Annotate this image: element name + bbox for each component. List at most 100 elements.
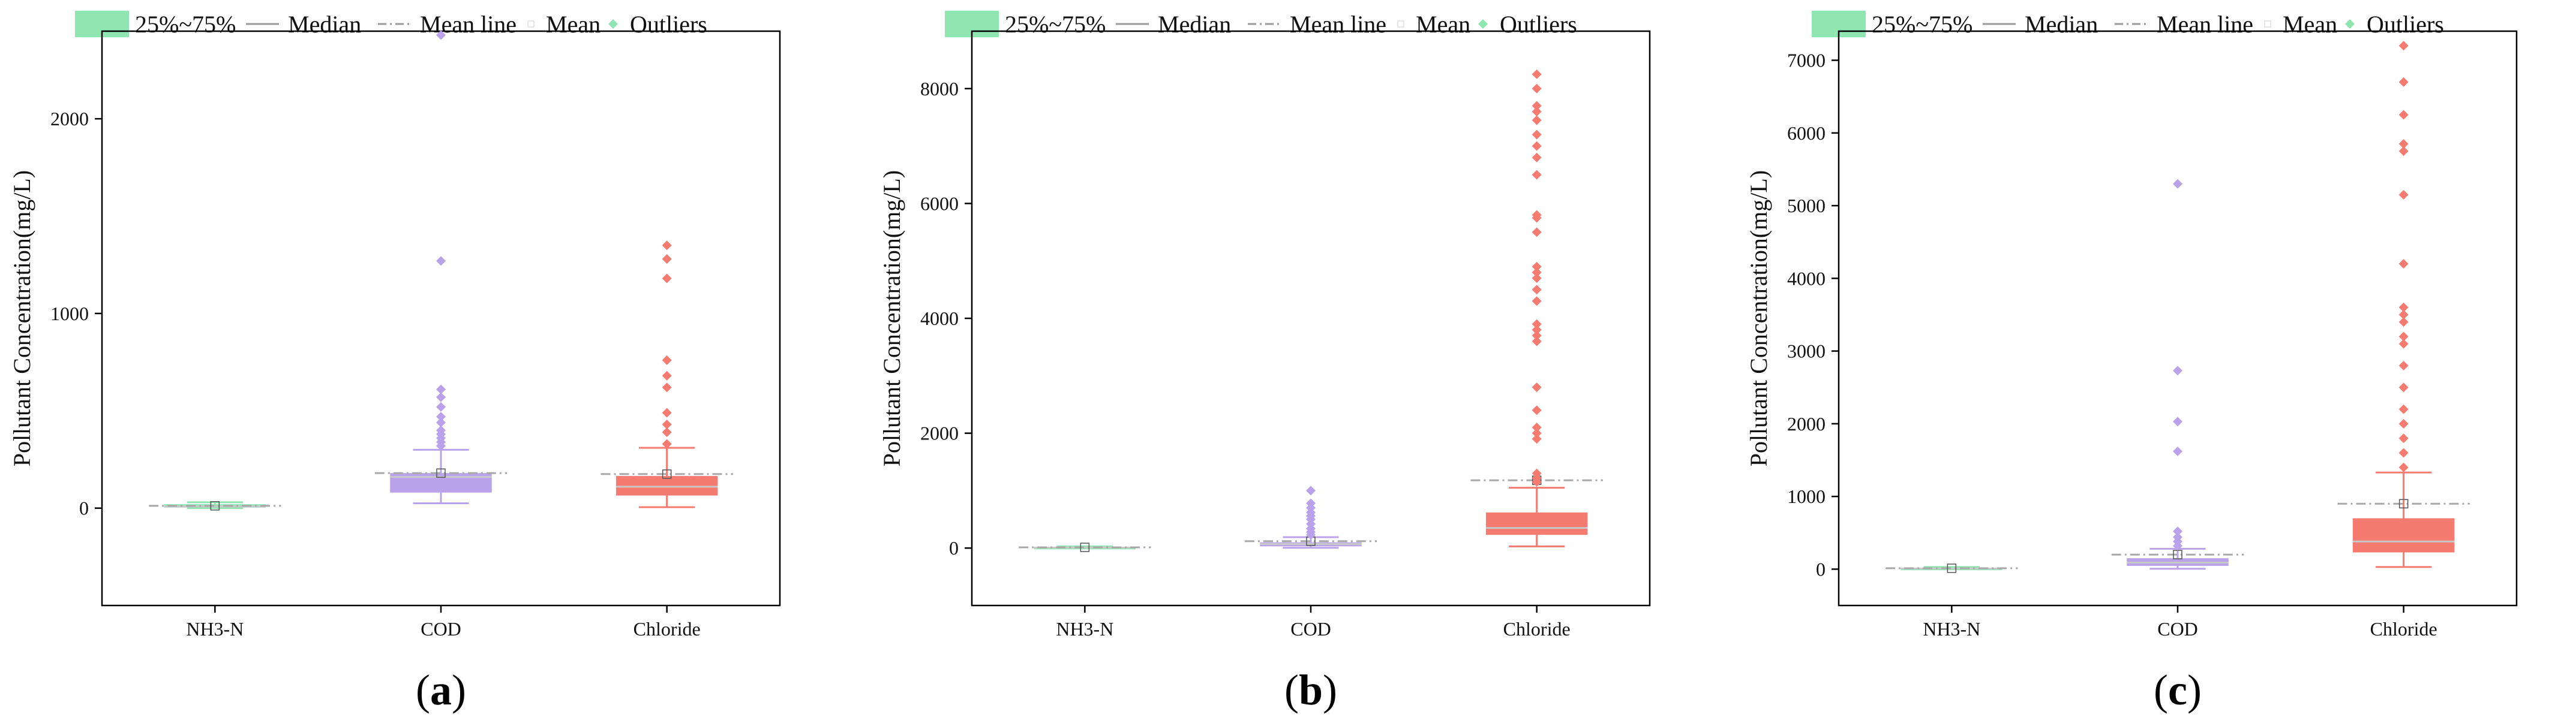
outlier-point xyxy=(1306,498,1316,508)
legend-meanline-label: Mean line xyxy=(1290,11,1386,38)
outlier-point xyxy=(436,417,446,427)
outlier-point xyxy=(2398,189,2409,200)
outlier-point xyxy=(2173,526,2182,537)
box-group-nh3n xyxy=(1886,564,2018,573)
outlier-point xyxy=(1532,141,1542,151)
chart-panel-b: 25%~75% Median Mean line Mean Outliers 0 2000 4… xyxy=(878,11,1651,714)
y-tick-label: 0 xyxy=(1816,558,1826,580)
mean-marker xyxy=(2398,499,2409,508)
caption-open: ( xyxy=(416,666,430,714)
x-tick-label: NH3-N xyxy=(186,618,244,640)
outlier-point xyxy=(2398,77,2409,87)
outlier-point xyxy=(2398,433,2409,444)
y-tick-label: 2000 xyxy=(920,423,959,444)
y-axis-label: Pollutant Concentration(mg/L) xyxy=(8,170,35,466)
outlier-point xyxy=(2398,448,2409,458)
iqr-box xyxy=(1485,512,1588,535)
box-group-chloride xyxy=(1470,69,1603,547)
outlier-point xyxy=(1532,434,1542,444)
y-tick-label: 4000 xyxy=(1787,267,1826,289)
legend-median-label: Median xyxy=(1158,11,1231,38)
legend-outlier-swatch xyxy=(2345,19,2355,29)
x-tick-label: Chloride xyxy=(634,618,701,640)
outlier-point xyxy=(1532,423,1542,433)
x-axis: NH3-N COD Chloride xyxy=(1056,605,1571,640)
outlier-point xyxy=(2398,418,2409,429)
box-group-chloride xyxy=(601,240,733,508)
x-axis: NH3-N COD Chloride xyxy=(186,605,701,640)
mean-marker xyxy=(1080,543,1090,552)
legend-mean-label: Mean xyxy=(2283,11,2337,38)
y-tick-label: 4000 xyxy=(920,308,959,329)
iqr-box xyxy=(390,473,492,493)
outlier-point xyxy=(2398,332,2409,342)
legend: 25%~75% Median Mean line Mean Outliers xyxy=(1812,11,2444,38)
panel-caption: (c) xyxy=(2154,666,2202,714)
outlier-point xyxy=(436,384,446,394)
outlier-point xyxy=(436,411,446,421)
box-group-nh3n xyxy=(149,501,281,511)
y-tick-label: 6000 xyxy=(920,192,959,214)
legend-mean-label: Mean xyxy=(1416,11,1470,38)
panel-caption: (b) xyxy=(1284,666,1337,714)
box-group-chloride xyxy=(2337,41,2470,568)
outlier-point xyxy=(1306,486,1316,496)
legend-median-label: Median xyxy=(2025,11,2098,38)
legend-outliers-label: Outliers xyxy=(1500,11,1577,38)
outlier-point xyxy=(1532,319,1542,329)
outlier-point xyxy=(1532,210,1542,220)
iqr-box xyxy=(2352,518,2455,553)
outlier-point xyxy=(1532,101,1542,111)
plot-frame xyxy=(101,30,781,607)
box-group-cod xyxy=(374,30,508,505)
box-group-cod xyxy=(2111,179,2244,570)
outlier-point xyxy=(662,419,672,429)
y-tick-label: 7000 xyxy=(1787,50,1826,71)
outlier-point xyxy=(2398,259,2409,269)
outlier-point xyxy=(2398,462,2409,472)
outlier-point xyxy=(1532,468,1542,478)
outlier-point xyxy=(1532,107,1542,117)
outlier-point xyxy=(1532,336,1542,347)
legend-mean-swatch xyxy=(2264,20,2271,28)
caption-letter: b xyxy=(1299,666,1323,714)
y-tick-label: 3000 xyxy=(1787,341,1826,362)
outlier-point xyxy=(662,370,672,381)
iqr-box xyxy=(616,476,718,496)
x-tick-label: COD xyxy=(421,618,461,640)
outlier-point xyxy=(436,392,446,402)
outlier-point xyxy=(662,254,672,264)
outlier-point xyxy=(2173,532,2182,543)
outlier-point xyxy=(2398,382,2409,393)
y-axis-label: Pollutant Concentration(mg/L) xyxy=(878,170,905,466)
mean-marker xyxy=(210,501,220,511)
y-tick-label: 5000 xyxy=(1787,195,1826,216)
y-tick-label: 1000 xyxy=(50,303,89,324)
outlier-point xyxy=(1532,170,1542,180)
mean-marker xyxy=(1947,564,1957,573)
outlier-point xyxy=(2398,309,2409,320)
chart-panel-a: 25%~75% Median Mean line Mean Outliers 0 1000 2… xyxy=(8,11,781,714)
outlier-point xyxy=(2173,179,2182,189)
caption-open: ( xyxy=(1284,666,1299,714)
chart-panel-c: 25%~75% Median Mean line Mean Outliers 0 1000 2… xyxy=(1745,11,2518,714)
outlier-point xyxy=(662,439,672,449)
outlier-point xyxy=(436,402,446,412)
y-tick-label: 0 xyxy=(79,498,89,519)
outlier-point xyxy=(1532,325,1542,335)
outlier-point xyxy=(1532,152,1542,162)
outlier-point xyxy=(2398,41,2409,51)
outlier-point xyxy=(1532,382,1542,392)
x-tick-label: NH3-N xyxy=(1056,618,1113,640)
outlier-point xyxy=(2398,339,2409,349)
outlier-point xyxy=(1532,273,1542,283)
outlier-point xyxy=(1532,227,1542,237)
outlier-point xyxy=(2398,110,2409,120)
outlier-point xyxy=(662,408,672,418)
caption-open: ( xyxy=(2154,666,2168,714)
legend-mean-swatch xyxy=(527,20,535,28)
outlier-point xyxy=(436,30,446,40)
legend-outliers-label: Outliers xyxy=(630,11,707,38)
y-axis: 0 1000 2000 xyxy=(50,108,102,519)
